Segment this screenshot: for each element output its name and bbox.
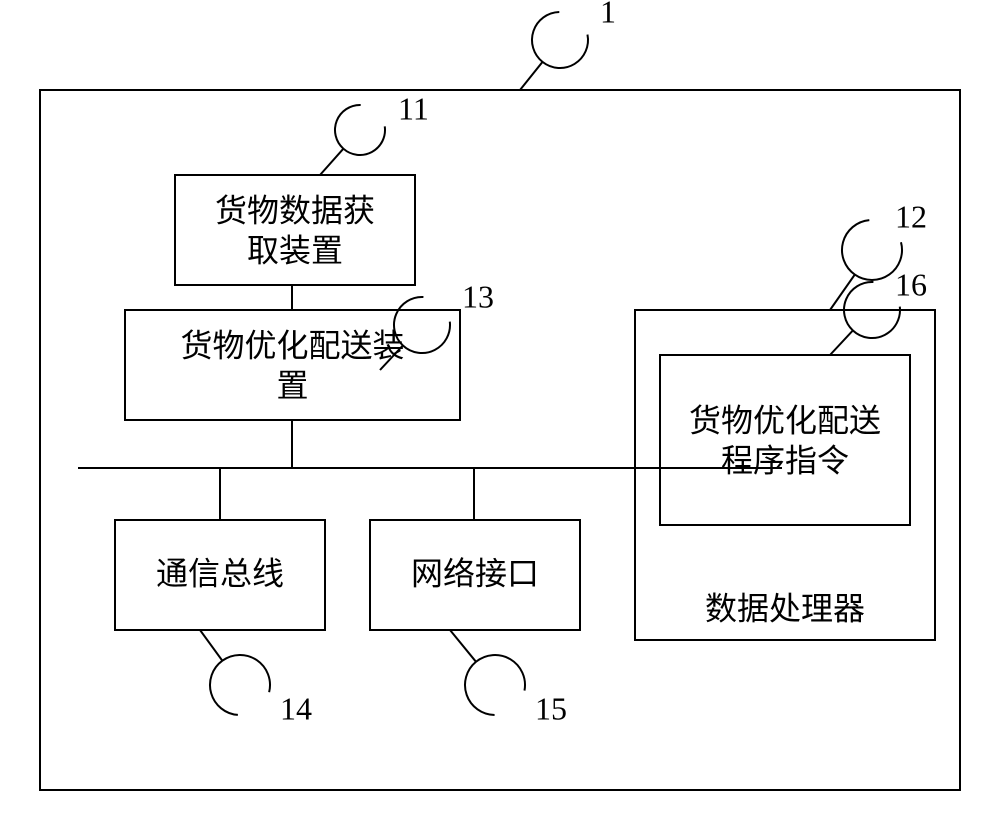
callout-label-16: 16 <box>895 266 927 302</box>
block-16-program-instr <box>660 355 910 525</box>
callout-arc-11 <box>320 105 385 175</box>
callout-arc-12 <box>830 220 902 310</box>
label-b14: 通信总线 <box>156 555 284 591</box>
callout-label-15: 15 <box>535 690 567 726</box>
callout-arc-14 <box>200 630 270 715</box>
label-b13-line1: 货物优化配送装 <box>180 327 404 363</box>
callout-label-1: 1 <box>600 0 616 29</box>
callout-label-14: 14 <box>280 690 312 726</box>
callout-arc-16 <box>830 282 900 355</box>
outer-container <box>40 90 960 790</box>
callout-label-11: 11 <box>398 90 429 126</box>
label-b11-line2: 取装置 <box>247 232 343 268</box>
label-b16-line1: 货物优化配送 <box>689 402 881 438</box>
callout-label-13: 13 <box>462 278 494 314</box>
label-b12: 数据处理器 <box>705 590 865 626</box>
callout-label-12: 12 <box>895 198 927 234</box>
callout-arc-15 <box>450 630 525 715</box>
callout-arc-1 <box>520 12 588 90</box>
diagram-svg: 货物数据获 取装置 货物优化配送装 置 通信总线 网络接口 数据处理器 货物优化… <box>0 0 1000 835</box>
label-b13-line2: 置 <box>276 367 308 403</box>
label-b16-line2: 程序指令 <box>721 442 849 478</box>
label-b15: 网络接口 <box>411 555 539 591</box>
label-b11-line1: 货物数据获 <box>215 192 375 228</box>
